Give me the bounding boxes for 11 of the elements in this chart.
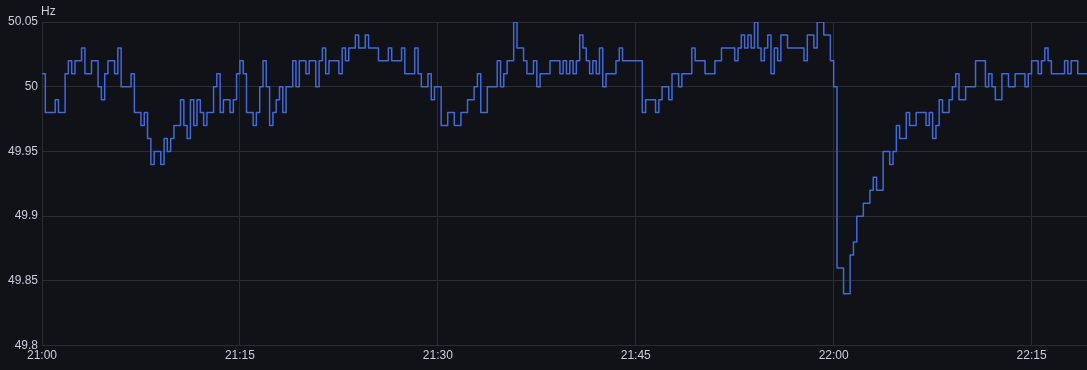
y-tick-label: 49.95 [7,143,39,158]
x-tick-label: 22:00 [818,348,850,363]
x-tick-label: 21:45 [620,348,652,363]
y-tick-label: 50 [24,79,39,94]
y-axis-title: Hz [41,4,56,19]
y-tick-label: 49.9 [14,208,39,223]
x-tick-label: 21:15 [224,348,256,363]
y-tick-label: 49.85 [7,273,39,288]
x-tick-label: 21:30 [422,348,454,363]
x-tick-label: 22:15 [1016,348,1047,363]
y-tick-label: 50.05 [7,14,39,29]
